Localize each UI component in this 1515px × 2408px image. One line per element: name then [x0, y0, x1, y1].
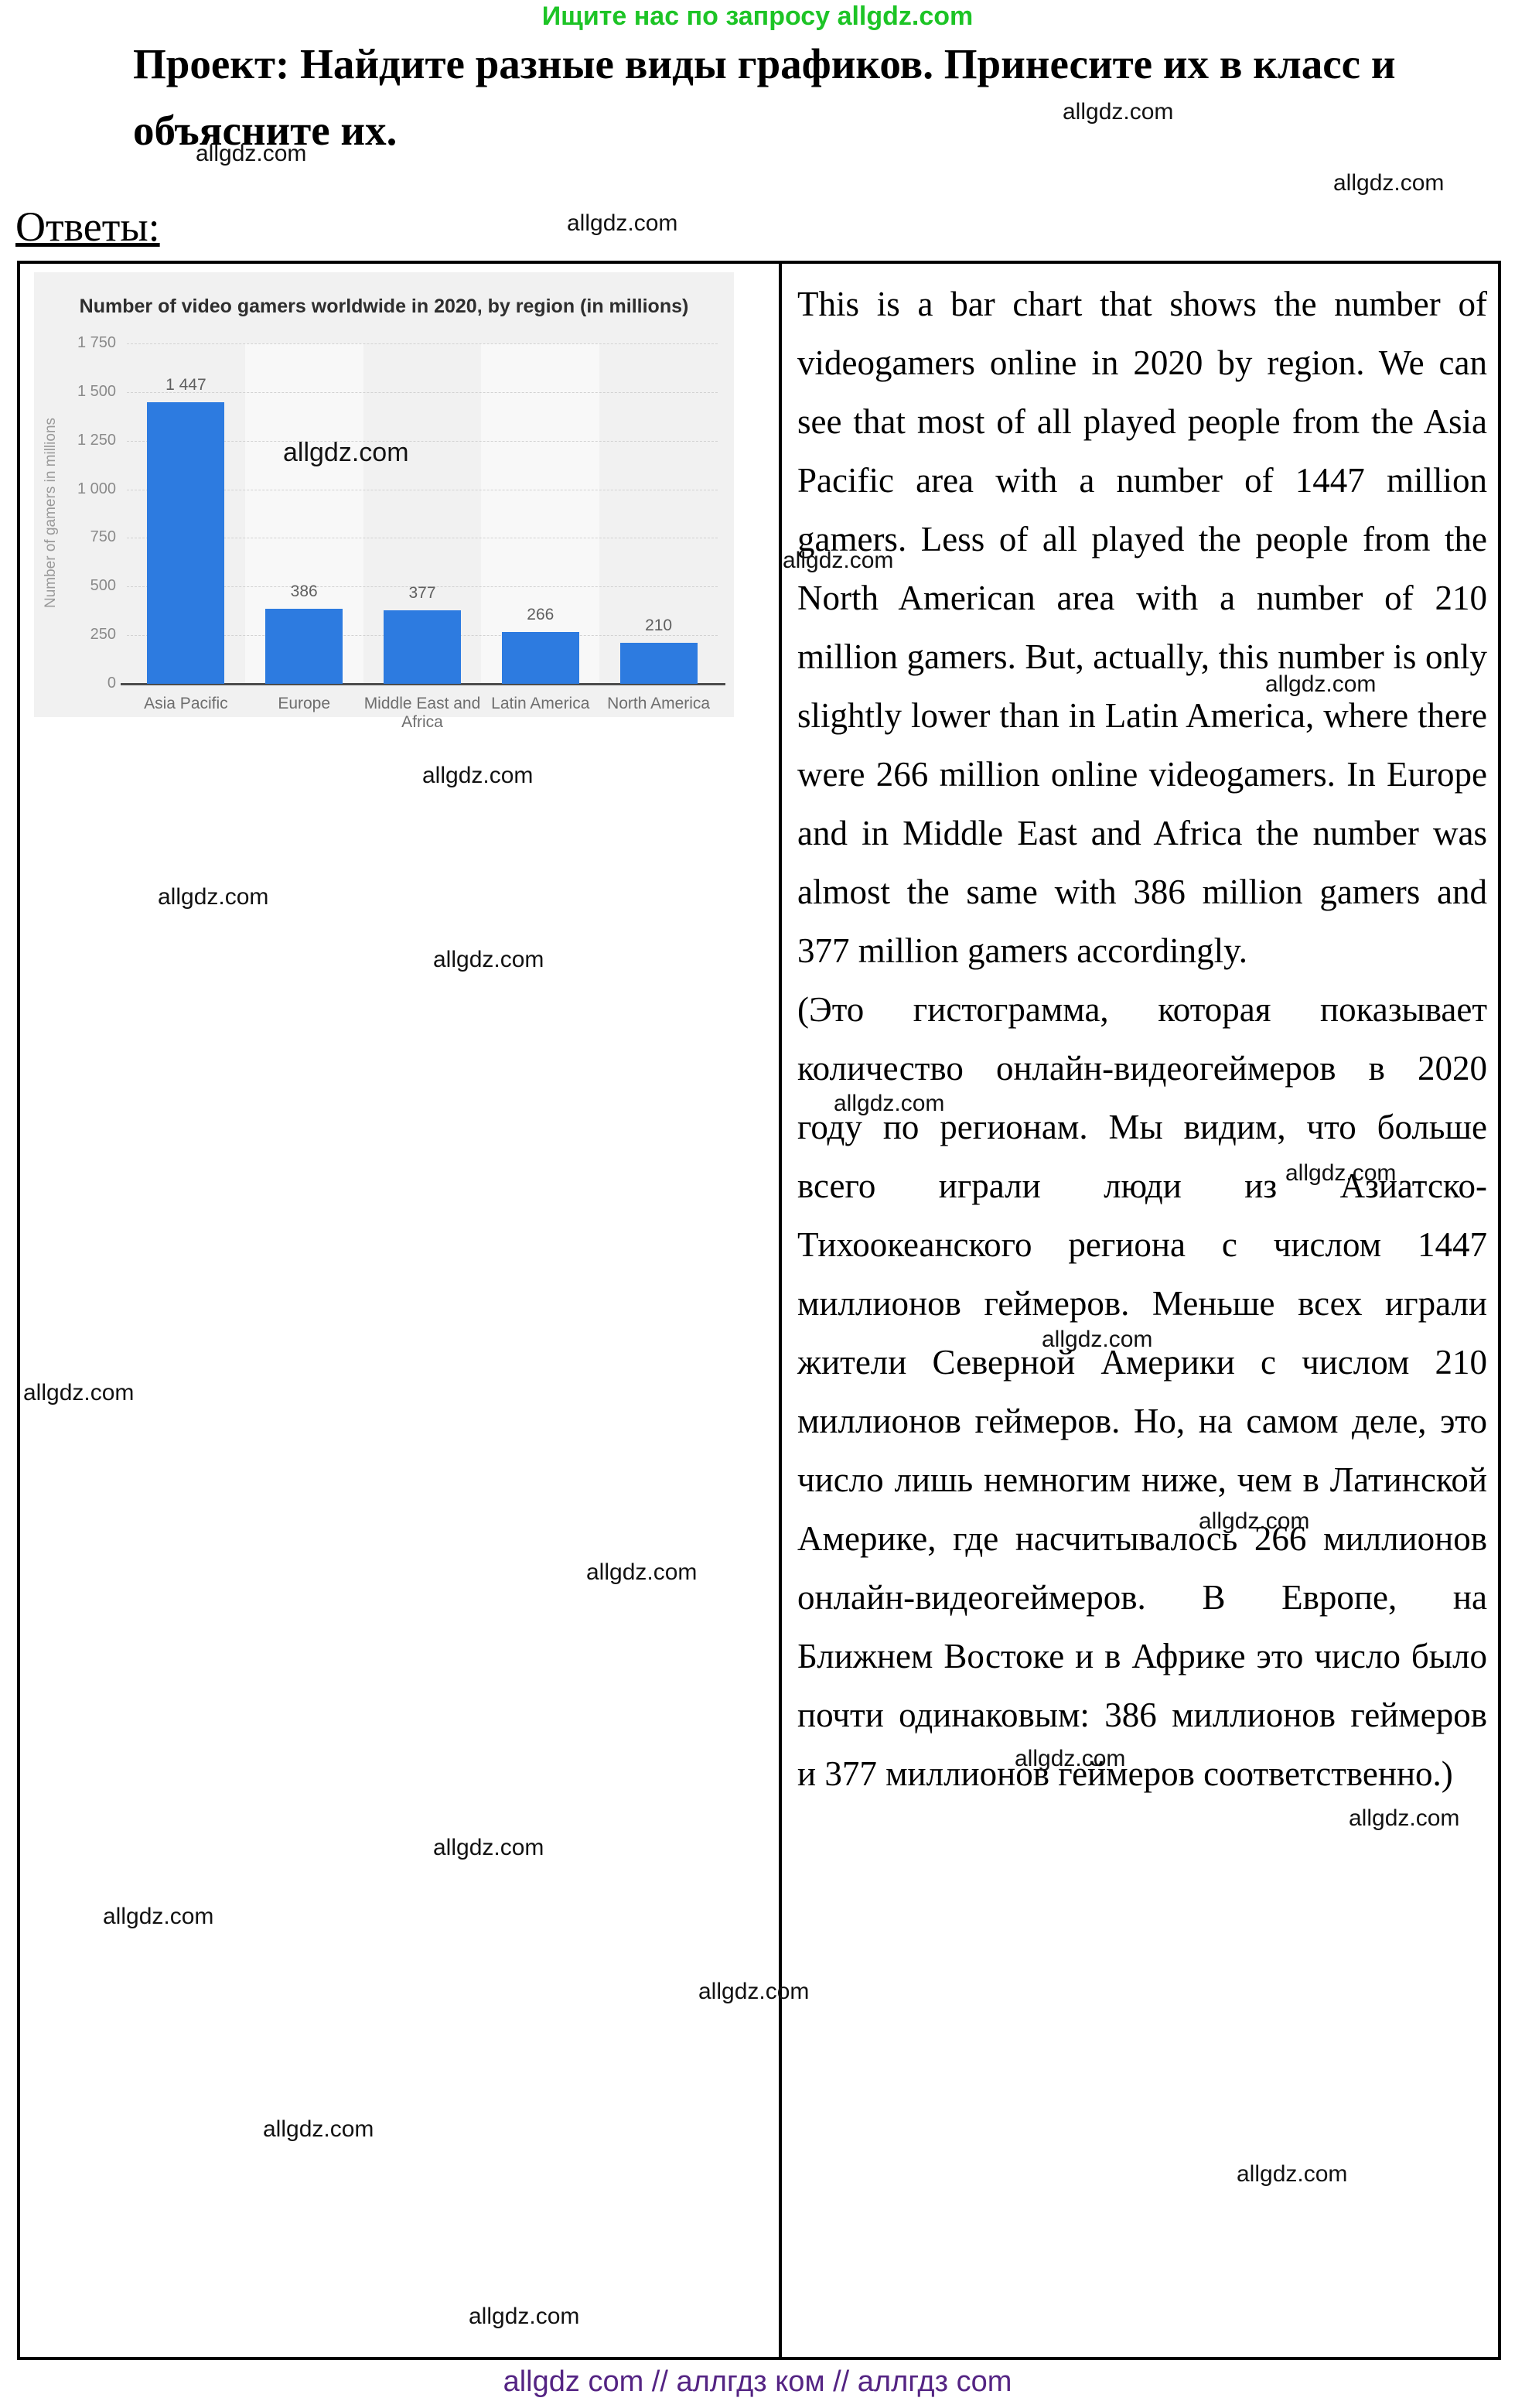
bar-value-label: 266: [527, 606, 554, 624]
category-label: Asia Pacific: [144, 695, 228, 712]
watermark: allgdz.com: [23, 1380, 135, 1406]
answer-text-cell: This is a bar chart that shows the numbe…: [782, 264, 1498, 2357]
chart-bar: [147, 402, 225, 684]
y-tick-label: 1 500: [77, 382, 116, 400]
watermark: allgdz.com: [469, 2304, 580, 2329]
chart-gridline: [127, 343, 718, 344]
watermark: allgdz.com: [283, 438, 409, 467]
chart-title: Number of video gamers worldwide in 2020…: [79, 295, 689, 317]
bar-value-label: 386: [290, 582, 318, 600]
category-label: Latin America: [491, 695, 590, 712]
answer-table: Number of video gamers worldwide in 2020…: [17, 261, 1501, 2360]
watermark: allgdz.com: [422, 763, 534, 788]
watermark: allgdz.com: [834, 1091, 945, 1116]
watermark: allgdz.com: [1199, 1508, 1310, 1534]
y-tick-label: 750: [90, 528, 116, 546]
english-answer-paragraph: This is a bar chart that shows the numbe…: [797, 285, 1487, 970]
chart-plot: [127, 343, 718, 684]
page-title: Проект: Найдите разные виды графиков. Пр…: [133, 31, 1494, 164]
chart-bar: [619, 643, 698, 684]
watermark: allgdz.com: [1333, 170, 1445, 196]
y-tick-label: 0: [107, 675, 116, 692]
footer-line: allgdz com // аллгдз ком // аллгдз com: [503, 2365, 1012, 2398]
category-label: Europe: [278, 695, 331, 712]
chart-gridline: [127, 391, 718, 393]
chart-gridline: [127, 586, 718, 588]
page-title-line1: Проект: Найдите разные виды графиков. Пр…: [133, 40, 1396, 87]
chart-bar: [265, 608, 343, 684]
watermark: allgdz.com: [158, 884, 269, 910]
watermark: allgdz.com: [196, 141, 307, 166]
y-tick-label: 500: [90, 577, 116, 595]
watermark: allgdz.com: [1285, 1160, 1397, 1186]
watermark: allgdz.com: [586, 1559, 698, 1585]
category-label: Middle East and Africa: [363, 695, 481, 731]
watermark: allgdz.com: [103, 1904, 214, 1929]
chart-x-axis-line: [121, 683, 725, 685]
watermark: allgdz.com: [783, 548, 894, 573]
watermark: allgdz.com: [698, 1979, 810, 2004]
bar-value-label: 210: [645, 617, 673, 635]
watermark: allgdz.com: [1237, 2161, 1348, 2187]
russian-answer-paragraph: (Это гистограмма, которая показывает кол…: [797, 990, 1487, 1793]
category-label: North America: [607, 695, 711, 712]
watermark: allgdz.com: [433, 947, 544, 972]
bar-value-label: 377: [408, 584, 436, 603]
column-divider: [779, 264, 782, 2357]
chart-cell: Number of video gamers worldwide in 2020…: [20, 264, 779, 2357]
watermark: allgdz.com: [1349, 1805, 1460, 1831]
page-title-line2: объясните их.: [133, 107, 398, 154]
promo-line: Ищите нас по запросу allgdz.com: [541, 2, 974, 31]
bar-chart: Number of video gamers worldwide in 2020…: [34, 272, 734, 731]
watermark: allgdz.com: [1042, 1327, 1153, 1352]
chart-gridline: [127, 440, 718, 442]
answers-heading: Ответы:: [15, 203, 160, 250]
y-tick-label: 1 000: [77, 480, 116, 497]
watermark: allgdz.com: [1015, 1746, 1126, 1771]
watermark: allgdz.com: [433, 1835, 544, 1860]
bar-value-label: 1 447: [165, 376, 206, 395]
chart-bar: [501, 632, 579, 684]
chart-bar: [384, 610, 461, 684]
chart-background-band: [481, 343, 600, 684]
watermark: allgdz.com: [1265, 671, 1377, 697]
watermark: allgdz.com: [567, 210, 678, 236]
y-tick-label: 250: [90, 626, 116, 644]
y-tick-label: 1 250: [77, 431, 116, 449]
watermark: allgdz.com: [1063, 99, 1174, 125]
y-tick-label: 1 750: [77, 334, 116, 351]
watermark: allgdz.com: [263, 2116, 374, 2142]
